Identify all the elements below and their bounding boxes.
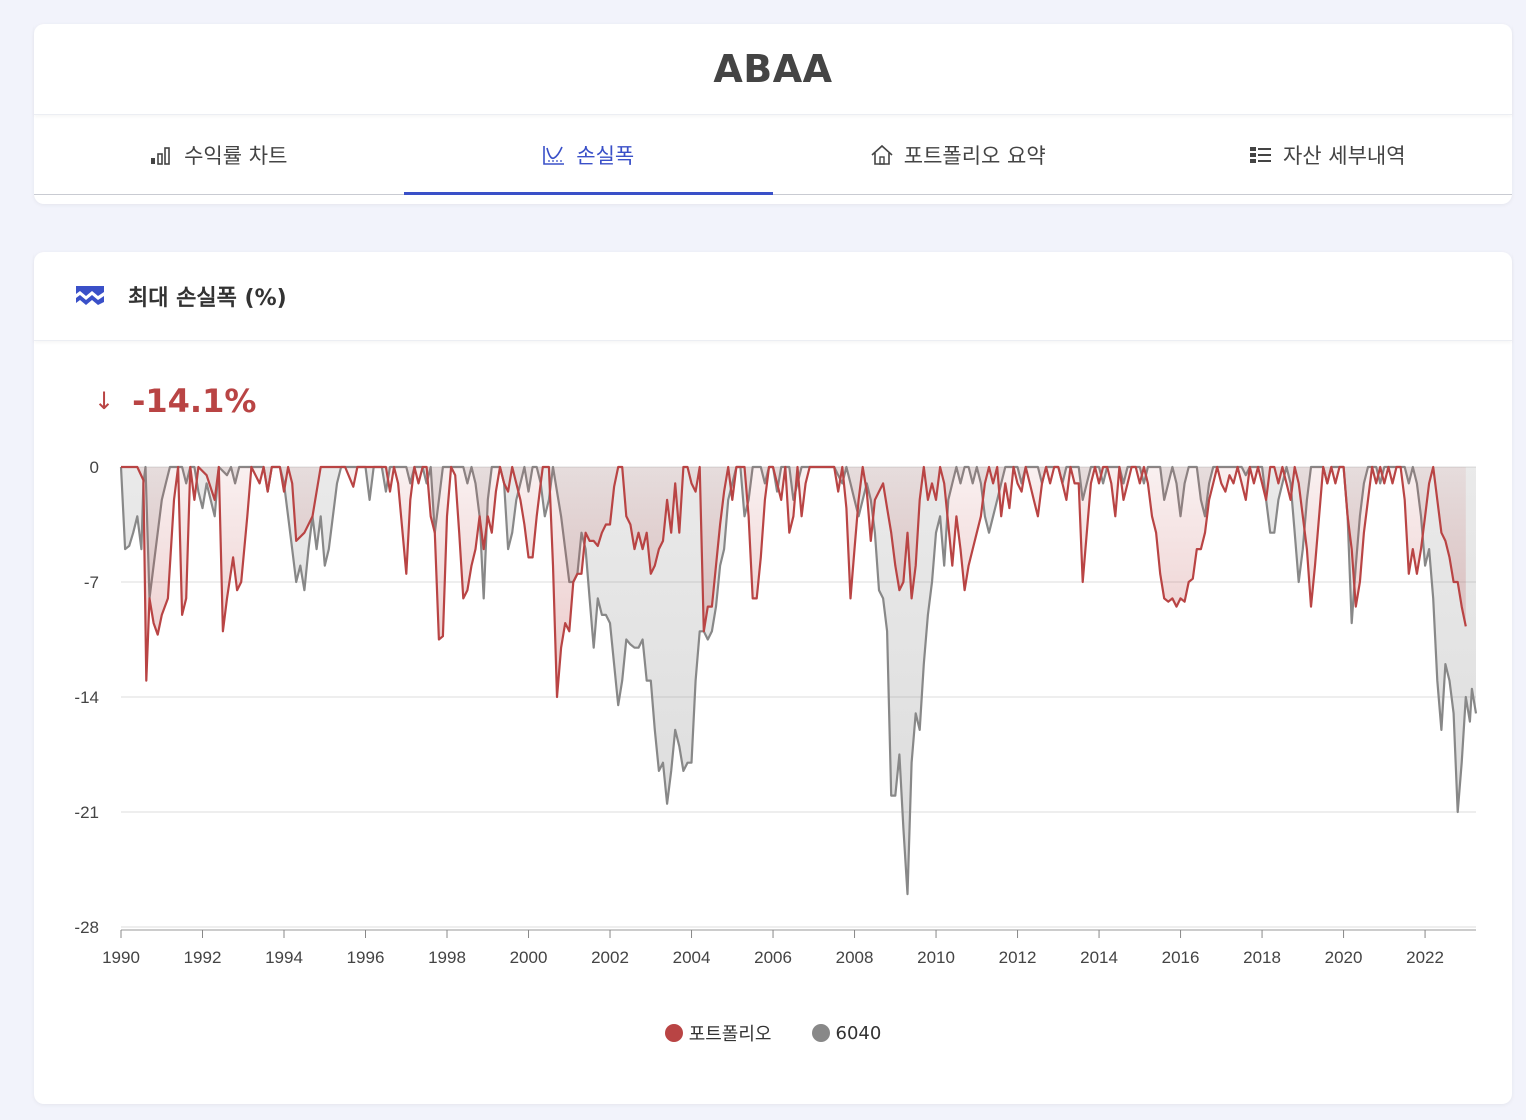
x-tick-label: 2018 — [1243, 948, 1281, 967]
tab-asset-details[interactable]: 자산 세부내역 — [1143, 116, 1513, 194]
x-tick-label: 1992 — [184, 948, 222, 967]
tab-label: 손실폭 — [576, 144, 635, 168]
page-title: ABAA — [713, 47, 833, 91]
chart-legend: 포트폴리오 6040 — [34, 1020, 1512, 1046]
down-arrow-icon: ↓ — [94, 387, 115, 415]
y-tick-label: -7 — [84, 573, 99, 592]
drawdown-card: 최대 손실폭 (%) ↓ -14.1% 0 -7 -14 -21 -28 1990 1992… — [34, 252, 1512, 1104]
y-tick-label: -14 — [74, 688, 99, 707]
title-bar: ABAA — [34, 24, 1512, 115]
max-drawdown-summary: ↓ -14.1% — [94, 382, 256, 420]
legend-item-portfolio[interactable]: 포트폴리오 — [664, 1020, 772, 1046]
x-tick-label: 1996 — [347, 948, 385, 967]
max-drawdown-value: -14.1% — [132, 382, 257, 420]
legend-label: 6040 — [835, 1022, 882, 1044]
header-card: ABAA 수익률 차트 손실폭 포트폴리오 요약 자산 세부내역 — [34, 24, 1512, 204]
legend-item-6040[interactable]: 6040 — [811, 1020, 882, 1046]
tab-bar: 수익률 차트 손실폭 포트폴리오 요약 자산 세부내역 — [34, 116, 1512, 195]
x-tick-label: 1998 — [428, 948, 466, 967]
x-tick-label: 2006 — [754, 948, 792, 967]
home-icon — [870, 144, 894, 166]
legend-dot — [664, 1024, 683, 1042]
legend-dot — [811, 1024, 830, 1042]
tab-label: 자산 세부내역 — [1282, 144, 1406, 168]
legend-label: 포트폴리오 — [688, 1024, 772, 1045]
x-tick-label: 2020 — [1325, 948, 1363, 967]
x-tick-label: 1990 — [102, 948, 140, 967]
card-title: 최대 손실폭 (%) — [128, 286, 287, 311]
x-tick-label: 2002 — [591, 948, 629, 967]
tab-drawdown[interactable]: 손실폭 — [403, 116, 774, 195]
x-tick-label: 2022 — [1406, 948, 1444, 967]
tab-label: 포트폴리오 요약 — [903, 144, 1046, 168]
y-tick-label: -21 — [74, 803, 99, 822]
y-tick-label: 0 — [90, 458, 99, 477]
x-tick-label: 2010 — [917, 948, 955, 967]
x-tick-label: 1994 — [265, 948, 303, 967]
drawdown-waves-icon — [74, 282, 106, 310]
x-tick-label: 2014 — [1080, 948, 1118, 967]
list-icon — [1249, 145, 1273, 165]
drawdown-chart-icon — [542, 144, 566, 166]
series-area-6040 — [121, 467, 1476, 895]
x-tick-label: 2016 — [1162, 948, 1200, 967]
bar-chart-icon — [150, 145, 174, 165]
tab-label: 수익률 차트 — [184, 144, 288, 168]
tab-portfolio-summary[interactable]: 포트폴리오 요약 — [773, 116, 1143, 194]
series-line-portfolio — [121, 465, 1467, 699]
x-tick-label: 2008 — [836, 948, 874, 967]
y-tick-label: -28 — [74, 918, 99, 937]
x-tick-label: 2000 — [510, 948, 548, 967]
x-tick-label: 2004 — [673, 948, 711, 967]
x-tick-label: 2012 — [999, 948, 1037, 967]
card-header: 최대 손실폭 (%) — [34, 252, 1512, 341]
tab-returns-chart[interactable]: 수익률 차트 — [34, 116, 404, 194]
